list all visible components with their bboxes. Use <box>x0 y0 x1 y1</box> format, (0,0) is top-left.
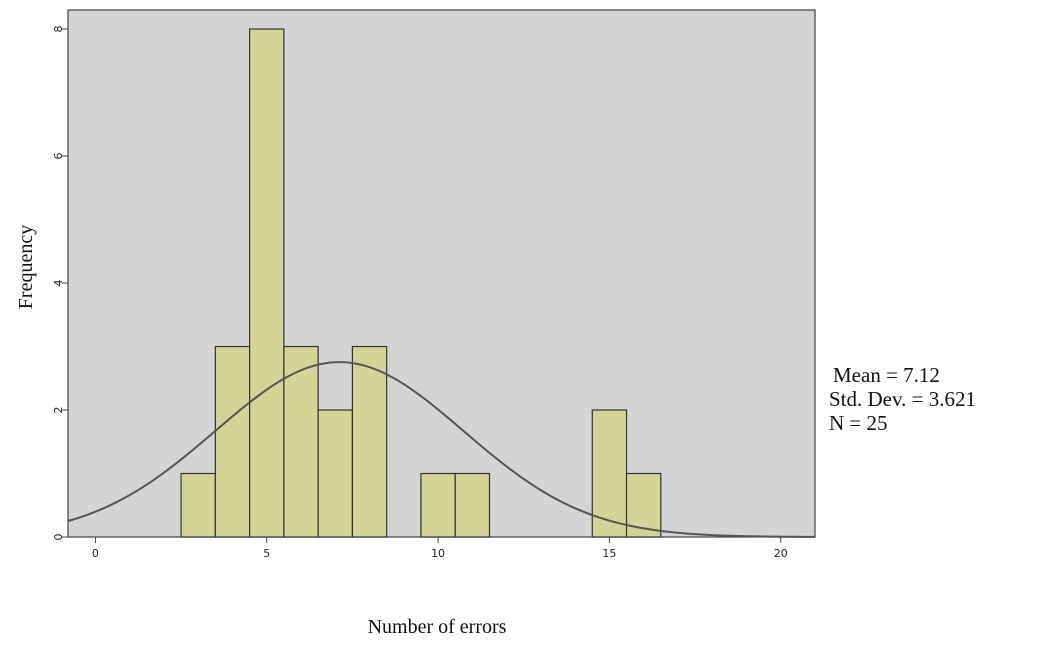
y-ticks: 0 2 4 6 8 <box>52 26 68 541</box>
bars-layer <box>180 28 662 538</box>
histogram-bar <box>317 409 354 538</box>
x-axis-title: Number of errors <box>368 616 507 638</box>
plot-area <box>67 9 816 538</box>
x-tick-label: 0 <box>92 547 99 560</box>
x-tick-label: 15 <box>602 547 616 560</box>
stats-line: Std. Dev. = 3.621 <box>829 387 976 411</box>
stats-line: Mean = 7.12 <box>833 363 940 387</box>
y-tick-label: 4 <box>52 280 65 287</box>
histogram-bar <box>591 409 628 538</box>
y-tick-label: 0 <box>52 534 65 541</box>
x-ticks: 0 5 10 15 20 <box>92 537 788 560</box>
histogram-bar <box>420 472 456 538</box>
histogram-bar <box>454 472 491 538</box>
histogram-bar <box>351 345 388 538</box>
stats-line: N = 25 <box>829 411 888 435</box>
y-tick-label: 6 <box>52 153 65 160</box>
normal-curve <box>67 361 816 538</box>
x-tick-label: 10 <box>431 547 445 560</box>
y-tick-label: 8 <box>52 26 65 33</box>
x-tick-label: 20 <box>774 547 788 560</box>
histogram-bar <box>249 28 285 538</box>
histogram-bar <box>180 472 216 538</box>
y-axis-title: Frequency <box>15 225 37 309</box>
x-tick-label: 5 <box>263 547 270 560</box>
y-tick-label: 2 <box>52 407 65 414</box>
histogram-bar <box>214 345 251 538</box>
